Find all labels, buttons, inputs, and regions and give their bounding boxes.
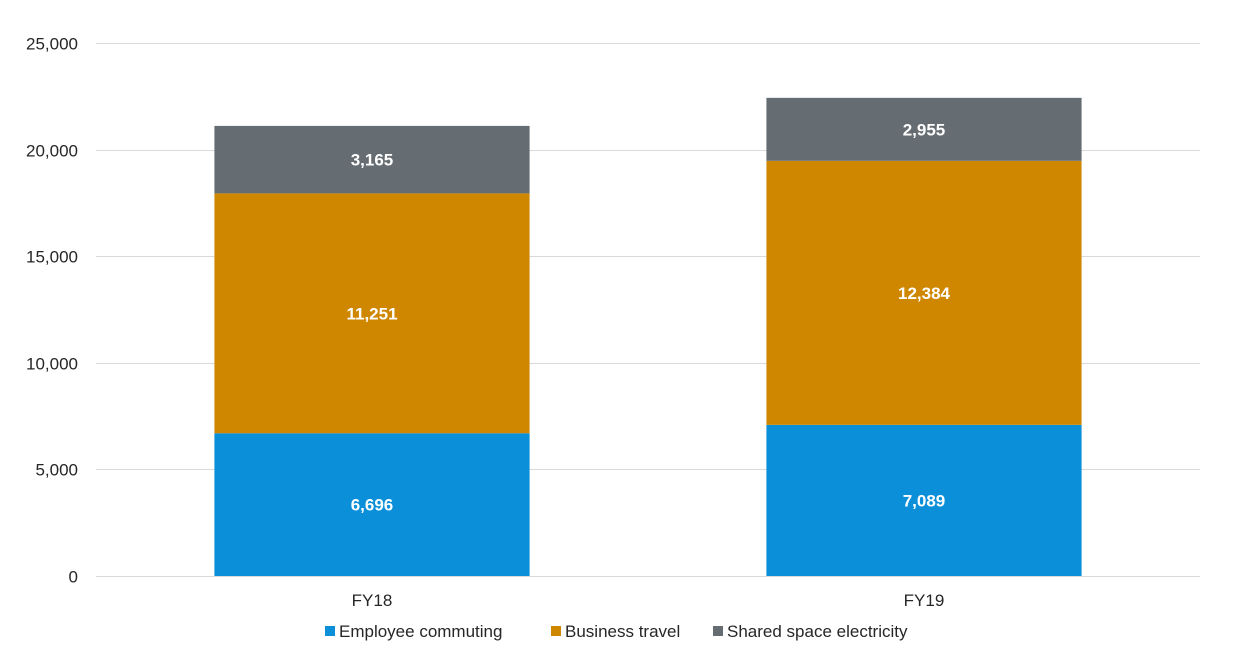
y-tick-label: 10,000 [26, 355, 78, 374]
bar-segment [766, 97, 1082, 161]
data-label: 12,384 [898, 284, 951, 303]
axes: 0 5,000 10,000 15,000 20,000 25,000 FY18 FY19 [26, 35, 1200, 610]
bar-segment [766, 424, 1082, 576]
legend-label: Business travel [565, 622, 680, 641]
y-tick-label: 5,000 [35, 461, 78, 480]
y-tick-label: 25,000 [26, 35, 78, 54]
legend-swatch [713, 626, 723, 636]
y-tick-label: 20,000 [26, 142, 78, 161]
data-label: 2,955 [903, 120, 946, 139]
data-label: 11,251 [346, 304, 397, 323]
legend-swatch [551, 626, 561, 636]
x-tick-label: FY18 [352, 591, 393, 610]
legend-label: Shared space electricity [727, 622, 908, 641]
bars [214, 97, 1082, 576]
data-label: 6,696 [351, 496, 394, 515]
bar-segment [766, 160, 1082, 425]
legend-label: Employee commuting [339, 622, 502, 641]
bar-segment [214, 433, 530, 576]
y-tick-label: 0 [69, 568, 78, 587]
bar-segment [214, 193, 530, 434]
legend-swatch [325, 626, 335, 636]
bar-segment [214, 125, 530, 194]
data-labels: 6,696 11,251 3,165 7,089 12,384 2,955 [346, 120, 950, 514]
y-tick-label: 15,000 [26, 248, 78, 267]
data-label: 3,165 [351, 151, 394, 170]
data-label: 7,089 [903, 491, 946, 510]
legend: Employee commuting Business travel Shared … [325, 622, 908, 641]
x-tick-label: FY19 [904, 591, 945, 610]
